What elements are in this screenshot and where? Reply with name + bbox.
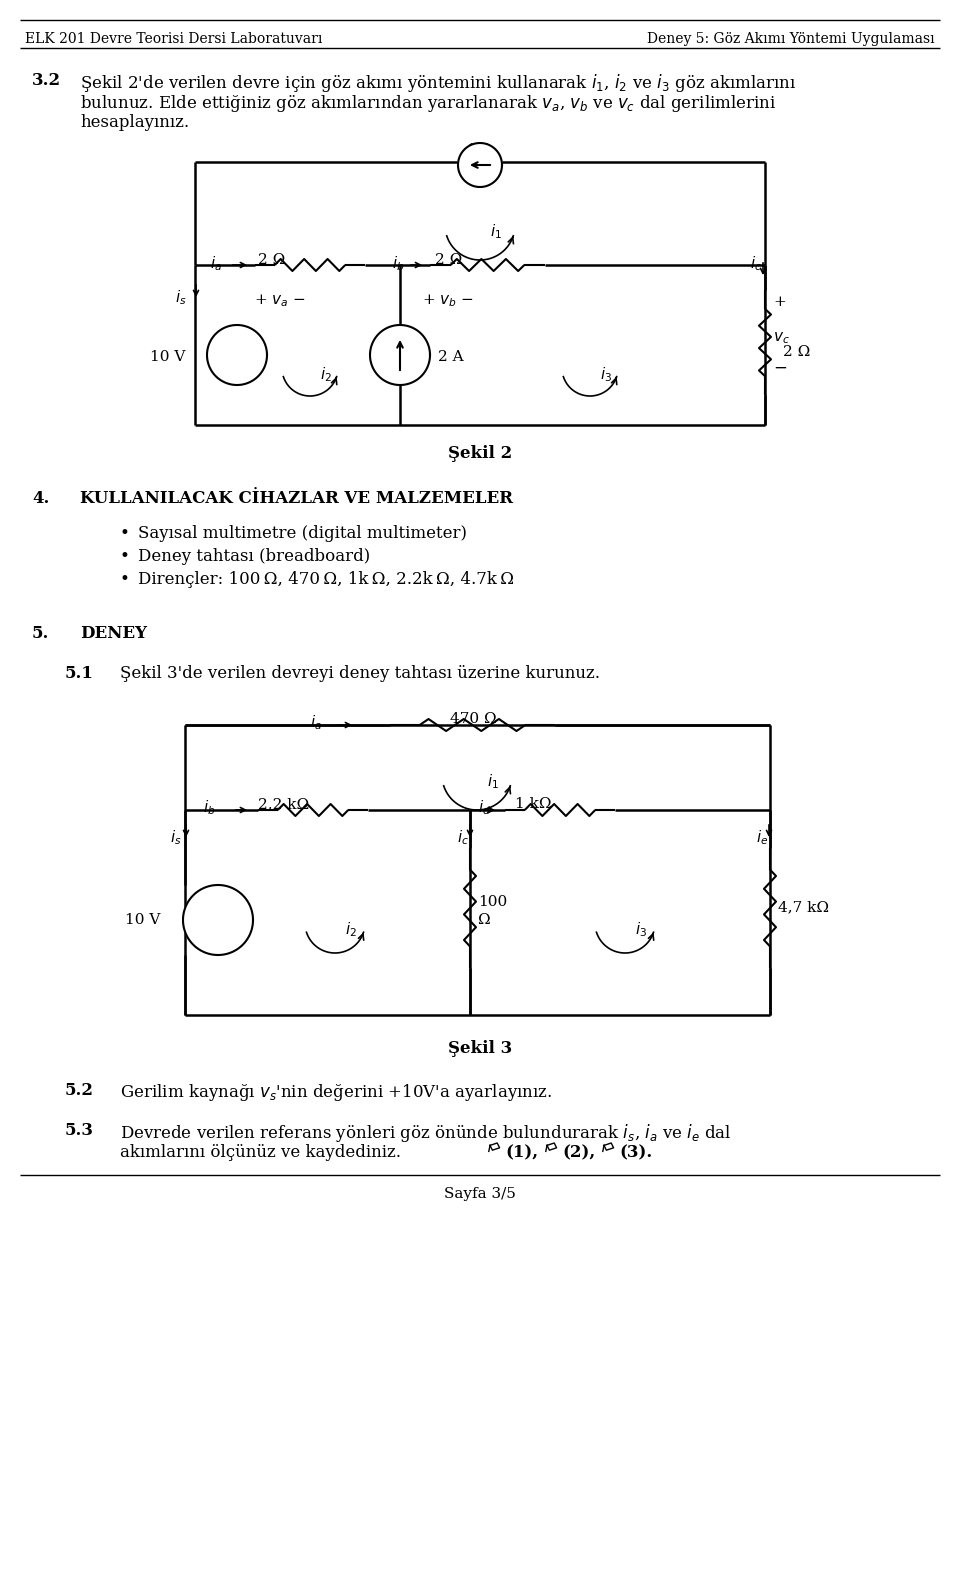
Text: −: − [210,922,227,941]
Text: 4.: 4. [32,490,49,506]
Text: 1 kΩ: 1 kΩ [515,797,551,812]
Text: 5.1: 5.1 [65,664,94,682]
Text: $i_2$: $i_2$ [320,365,332,384]
Text: 100: 100 [478,895,507,910]
Text: Deney tahtası (breadboard): Deney tahtası (breadboard) [138,547,371,565]
Text: 2 Ω: 2 Ω [435,253,463,267]
Polygon shape [183,884,253,956]
Text: + $v_b$ −: + $v_b$ − [422,293,474,308]
Text: 5.3: 5.3 [65,1122,94,1139]
Text: 2 Ω: 2 Ω [258,253,285,267]
Text: $i_1$: $i_1$ [487,772,499,791]
Text: •: • [120,571,130,589]
Text: 4,7 kΩ: 4,7 kΩ [778,900,829,914]
Text: $v_c$: $v_c$ [773,331,790,346]
Text: 2 A: 2 A [438,350,464,364]
Text: $i_s$: $i_s$ [175,288,186,307]
Text: Deney 5: Göz Akımı Yöntemi Uygulaması: Deney 5: Göz Akımı Yöntemi Uygulaması [647,32,935,46]
Text: Sayfa 3/5: Sayfa 3/5 [444,1186,516,1201]
Text: Şekil 3: Şekil 3 [448,1039,512,1057]
Text: (2),: (2), [562,1144,595,1161]
Text: (1),: (1), [505,1144,539,1161]
Text: −: − [773,361,787,377]
Text: +: + [773,294,785,308]
Text: Devrede verilen referans yönleri göz önünde bulundurarak $i_s$, $i_a$ ve $i_e$ d: Devrede verilen referans yönleri göz önü… [120,1122,732,1144]
Text: DENEY: DENEY [80,625,147,642]
Text: $i_c$: $i_c$ [457,827,468,846]
Text: $i_3$: $i_3$ [600,365,612,384]
Text: Gerilim kaynağı $v_s$'nin değerini +10V'a ayarlayınız.: Gerilim kaynağı $v_s$'nin değerini +10V'… [120,1082,552,1103]
Text: $i_d$: $i_d$ [478,797,491,816]
Text: + $v_a$ −: + $v_a$ − [254,293,305,308]
Text: 10 V: 10 V [125,913,160,927]
Text: −: − [228,358,245,377]
Text: Şekil 2'de verilen devre için göz akımı yöntemini kullanarak $i_1$, $i_2$ ve $i_: Şekil 2'de verilen devre için göz akımı … [80,73,796,93]
Text: $i_a$: $i_a$ [310,713,322,732]
Text: 3.2: 3.2 [32,73,61,89]
Text: •: • [120,547,130,565]
Text: ELK 201 Devre Teorisi Dersi Laboratuvarı: ELK 201 Devre Teorisi Dersi Laboratuvarı [25,32,323,46]
Text: +: + [211,902,225,919]
Polygon shape [207,324,267,384]
Text: Sayısal multimetre (digital multimeter): Sayısal multimetre (digital multimeter) [138,525,467,543]
Text: bulunuz. Elde ettiğiniz göz akımlarından yararlanarak $v_a$, $v_b$ ve $v_c$ dal : bulunuz. Elde ettiğiniz göz akımlarından… [80,93,777,114]
Text: $i_b$: $i_b$ [203,797,215,816]
Text: Şekil 3'de verilen devreyi deney tahtası üzerine kurunuz.: Şekil 3'de verilen devreyi deney tahtası… [120,664,600,682]
Text: 10 V: 10 V [150,350,185,364]
Text: +: + [230,337,244,353]
Text: 1 A: 1 A [468,142,492,157]
Text: $i_a$: $i_a$ [210,255,222,272]
Text: Şekil 2: Şekil 2 [448,445,512,462]
Text: $i_e$: $i_e$ [756,827,768,846]
Text: 2 Ω: 2 Ω [783,345,810,359]
Text: KULLANILACAK CİHAZLAR VE MALZEMELER: KULLANILACAK CİHAZLAR VE MALZEMELER [80,490,513,506]
Text: (3).: (3). [619,1144,652,1161]
Text: Dirençler: 100 Ω, 470 Ω, 1k Ω, 2.2k Ω, 4.7k Ω: Dirençler: 100 Ω, 470 Ω, 1k Ω, 2.2k Ω, 4… [138,571,514,589]
Text: $i_1$: $i_1$ [490,221,502,240]
Text: akımlarını ölçünüz ve kaydediniz.: akımlarını ölçünüz ve kaydediniz. [120,1144,406,1161]
Text: 470 Ω: 470 Ω [450,712,496,726]
Polygon shape [458,142,502,187]
Text: $i_2$: $i_2$ [345,921,357,938]
Text: 2,2 kΩ: 2,2 kΩ [258,797,309,812]
Text: 5.: 5. [32,625,49,642]
Text: •: • [120,525,130,543]
Text: hesaplayınız.: hesaplayınız. [80,114,189,131]
Text: $i_s$: $i_s$ [170,827,181,846]
Text: $i_b$: $i_b$ [392,255,404,272]
Text: $i_3$: $i_3$ [635,921,647,938]
Text: $i_c$: $i_c$ [750,255,762,272]
Polygon shape [370,324,430,384]
Text: Ω: Ω [478,913,491,927]
Text: 5.2: 5.2 [65,1082,94,1099]
